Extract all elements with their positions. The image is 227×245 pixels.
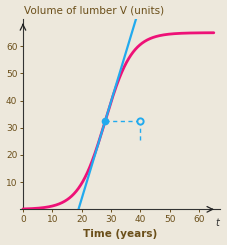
- X-axis label: Time (years): Time (years): [83, 230, 157, 239]
- Text: Volume of lumber V (units): Volume of lumber V (units): [24, 6, 164, 15]
- Text: $t$: $t$: [215, 216, 221, 228]
